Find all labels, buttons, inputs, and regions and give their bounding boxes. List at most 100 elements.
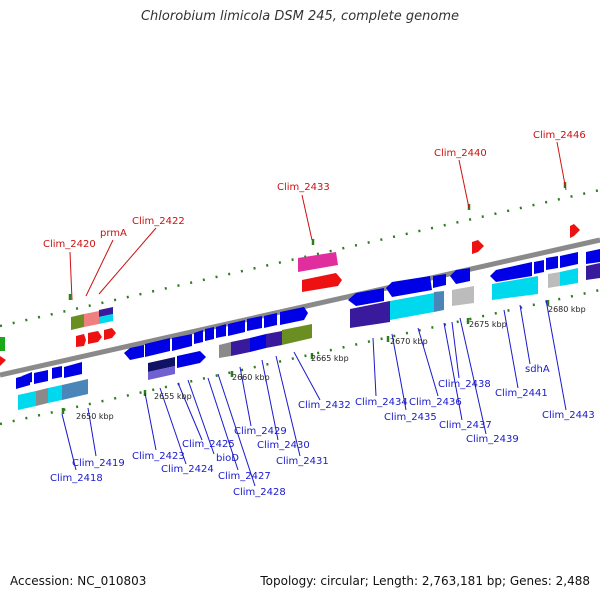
gene-label-clim2418: Clim_2418 xyxy=(50,473,103,484)
gene-block xyxy=(172,334,192,351)
scale-label: 2670 kbp xyxy=(390,337,428,346)
scale-label: 2680 kbp xyxy=(548,305,586,314)
gene-block xyxy=(177,351,206,368)
gene-block xyxy=(534,260,544,274)
gene-block xyxy=(0,337,5,351)
gene-block xyxy=(148,357,175,372)
genome-backbone xyxy=(0,237,600,378)
gene-block xyxy=(472,240,484,254)
gene-block xyxy=(250,334,266,352)
gene-label-clim2433: Clim_2433 xyxy=(277,182,330,193)
gene-block xyxy=(586,263,600,280)
gene-label-clim2419: Clim_2419 xyxy=(72,458,125,469)
gene-block xyxy=(433,274,446,288)
gene-label-clim2437: Clim_2437 xyxy=(439,420,492,431)
gene-block xyxy=(266,331,282,348)
gene-block xyxy=(386,276,432,297)
scale-label: 2675 kbp xyxy=(469,320,507,329)
gene-block xyxy=(216,324,226,338)
gene-block xyxy=(36,388,48,406)
scale-label: 2655 kbp xyxy=(154,392,192,401)
genome-stats-label: Topology: circular; Length: 2,763,181 bp… xyxy=(260,574,590,588)
gene-labels-bottom: Clim_2418 Clim_2419 Clim_2423 Clim_2424 … xyxy=(50,364,595,498)
scale-label: 2665 kbp xyxy=(311,354,349,363)
gene-labels-top: Clim_2420 prmA Clim_2422 Clim_2433 Clim_… xyxy=(43,130,586,250)
gene-block xyxy=(34,370,48,384)
gene-label-clim2434: Clim_2434 xyxy=(355,397,408,408)
gene-label-clim2443: Clim_2443 xyxy=(542,410,595,421)
gene-label-clim2440: Clim_2440 xyxy=(434,148,487,159)
gene-block xyxy=(434,291,444,312)
gene-block xyxy=(205,327,214,341)
scale-labels: 2650 kbp 2655 kbp 2660 kbp 2665 kbp 2670… xyxy=(76,305,586,421)
gene-block xyxy=(62,379,88,400)
map-title: Chlorobium limicola DSM 245, complete ge… xyxy=(140,9,460,24)
gene-block xyxy=(88,331,102,344)
gene-block xyxy=(145,338,170,357)
gene-block xyxy=(390,293,434,320)
gene-label-clim2435: Clim_2435 xyxy=(384,412,437,423)
gene-block xyxy=(247,316,262,331)
gene-label-clim2438: Clim_2438 xyxy=(438,379,491,390)
gene-block xyxy=(298,252,338,272)
gene-block xyxy=(52,366,62,379)
gene-label-clim2420: Clim_2420 xyxy=(43,239,96,250)
leader-lines-top xyxy=(69,141,567,301)
gene-block xyxy=(490,262,532,282)
gene-block xyxy=(84,311,99,327)
gene-block xyxy=(99,314,113,324)
gene-block xyxy=(228,320,245,336)
gene-label-clim2425: Clim_2425 xyxy=(182,439,235,450)
gene-block xyxy=(148,366,175,380)
gene-block xyxy=(280,307,308,325)
gene-block xyxy=(194,330,203,344)
gene-label-clim2441: Clim_2441 xyxy=(495,388,548,399)
gene-block xyxy=(560,268,578,286)
gene-block xyxy=(219,342,231,358)
gene-label-clim2423: Clim_2423 xyxy=(132,451,185,462)
gene-label-clim2446: Clim_2446 xyxy=(533,130,586,141)
gene-label-clim2436: Clim_2436 xyxy=(409,397,462,408)
gene-block xyxy=(560,252,578,268)
gene-block xyxy=(348,288,384,306)
gene-label-bioD: bioD xyxy=(216,453,239,464)
gene-block xyxy=(492,276,538,300)
gene-block xyxy=(16,374,30,389)
gene-label-clim2422: Clim_2422 xyxy=(132,216,185,227)
gene-block xyxy=(546,256,558,270)
gene-label-clim2427: Clim_2427 xyxy=(218,471,271,482)
gene-block xyxy=(570,224,580,238)
gene-label-sdhA: sdhA xyxy=(525,364,550,375)
gene-block xyxy=(104,328,116,340)
gene-block xyxy=(302,273,342,292)
gene-block xyxy=(76,334,86,347)
gene-block xyxy=(231,338,250,356)
gene-label-clim2429: Clim_2429 xyxy=(234,426,287,437)
gene-block xyxy=(71,314,84,330)
gene-label-clim2424: Clim_2424 xyxy=(161,464,214,475)
gene-label-clim2432: Clim_2432 xyxy=(298,400,351,411)
gene-label-clim2439: Clim_2439 xyxy=(466,434,519,445)
gene-block xyxy=(0,356,6,366)
gene-block xyxy=(586,249,600,264)
gene-block xyxy=(264,313,277,328)
gene-block xyxy=(48,385,62,403)
gene-block xyxy=(452,286,474,306)
gene-label-clim2430: Clim_2430 xyxy=(257,440,310,451)
gene-block xyxy=(282,324,312,345)
gene-block xyxy=(350,301,390,328)
gene-block xyxy=(124,345,144,360)
gene-label-clim2431: Clim_2431 xyxy=(276,456,329,467)
scale-label: 2660 kbp xyxy=(232,373,270,382)
gene-blocks xyxy=(0,224,600,410)
gene-block xyxy=(99,307,113,317)
gene-label-clim2428: Clim_2428 xyxy=(233,487,286,498)
leader-lines-bottom xyxy=(61,299,567,487)
accession-label: Accession: NC_010803 xyxy=(10,574,147,588)
scale-label: 2650 kbp xyxy=(76,412,114,421)
gene-block xyxy=(18,391,36,410)
gene-block xyxy=(548,272,560,288)
gene-label-prmA: prmA xyxy=(100,228,127,239)
gene-block xyxy=(450,268,470,284)
